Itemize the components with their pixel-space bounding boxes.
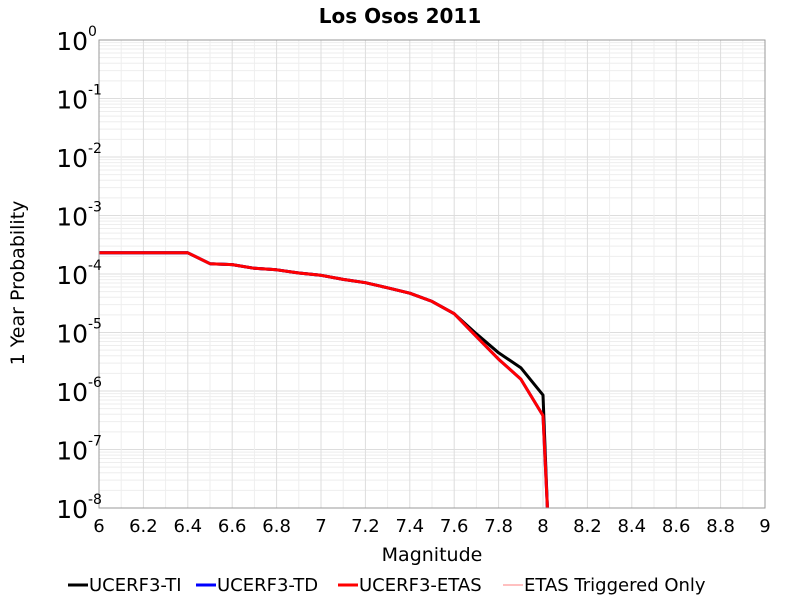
y-tick-label: 10 -4 <box>56 258 102 290</box>
series-layer <box>99 251 549 509</box>
legend-label: ETAS Triggered Only <box>524 575 706 596</box>
x-tick-label: 9 <box>759 516 770 537</box>
x-tick-label: 6.8 <box>262 516 291 537</box>
y-tick-base: 10 <box>56 378 88 407</box>
chart-title: Los Osos 2011 <box>319 4 482 28</box>
y-tick-label: 10 -1 <box>56 83 102 115</box>
x-tick-label: 8.8 <box>706 516 735 537</box>
x-tick-label: 8.6 <box>662 516 691 537</box>
x-tick-label: 7.6 <box>440 516 469 537</box>
legend-item: UCERF3-ETAS <box>338 575 482 596</box>
y-tick-label: 10 0 <box>56 24 97 56</box>
legend-label: UCERF3-TD <box>217 575 318 596</box>
y-axis-label: 1 Year Probability <box>7 201 29 366</box>
x-tick-label: 6.4 <box>173 516 202 537</box>
x-tick-label: 7.4 <box>395 516 424 537</box>
y-tick-base: 10 <box>56 320 88 349</box>
y-tick-label: 10 -7 <box>56 434 102 466</box>
y-tick-label: 10 -3 <box>56 200 102 232</box>
grid <box>98 39 766 509</box>
legend-item: UCERF3-TD <box>196 575 318 596</box>
y-tick-exponent: 0 <box>88 24 97 40</box>
y-tick-label: 10 -2 <box>56 141 102 173</box>
legend: UCERF3-TI UCERF3-TD UCERF3-ETAS ETAS Trigge… <box>68 575 706 596</box>
y-tick-label: 10 -5 <box>56 317 102 349</box>
x-tick-label: 6.2 <box>129 516 158 537</box>
y-tick-base: 10 <box>56 495 88 524</box>
y-tick-exponent: -5 <box>88 317 102 333</box>
y-tick-exponent: -7 <box>88 434 102 450</box>
x-tick-label: 8 <box>537 516 548 537</box>
y-tick-exponent: -6 <box>88 375 102 391</box>
x-tick-label: 7.8 <box>484 516 513 537</box>
y-tick-label: 10 -8 <box>56 492 102 524</box>
y-tick-base: 10 <box>56 86 88 115</box>
series-line-ucerf3-etas <box>99 251 549 509</box>
legend-label: UCERF3-TI <box>89 575 182 596</box>
x-tick-label: 6 <box>93 516 104 537</box>
y-tick-exponent: -8 <box>88 492 102 508</box>
x-tick-label: 6.6 <box>218 516 247 537</box>
x-axis-label: Magnitude <box>382 544 483 566</box>
x-tick-label: 8.4 <box>617 516 646 537</box>
y-tick-exponent: -4 <box>88 258 102 274</box>
legend-label: UCERF3-ETAS <box>359 575 482 596</box>
y-tick-exponent: -3 <box>88 200 102 216</box>
x-tick-labels: 6 6.2 6.4 6.6 6.8 7 7.2 7.4 7.6 7.8 8 8.2 8.4 8.6 8.8 9 <box>93 516 770 537</box>
y-tick-exponent: -2 <box>88 141 102 157</box>
y-tick-base: 10 <box>56 203 88 232</box>
y-tick-base: 10 <box>56 27 88 56</box>
x-tick-label: 7 <box>315 516 326 537</box>
y-tick-exponent: -1 <box>88 83 102 99</box>
x-tick-label: 7.2 <box>351 516 380 537</box>
y-tick-label: 10 -6 <box>56 375 102 407</box>
y-tick-base: 10 <box>56 144 88 173</box>
legend-item: ETAS Triggered Only <box>503 575 706 596</box>
plot-frame <box>98 39 766 509</box>
y-tick-base: 10 <box>56 261 88 290</box>
x-tick-label: 8.2 <box>573 516 602 537</box>
y-tick-base: 10 <box>56 437 88 466</box>
legend-item: UCERF3-TI <box>68 575 182 596</box>
